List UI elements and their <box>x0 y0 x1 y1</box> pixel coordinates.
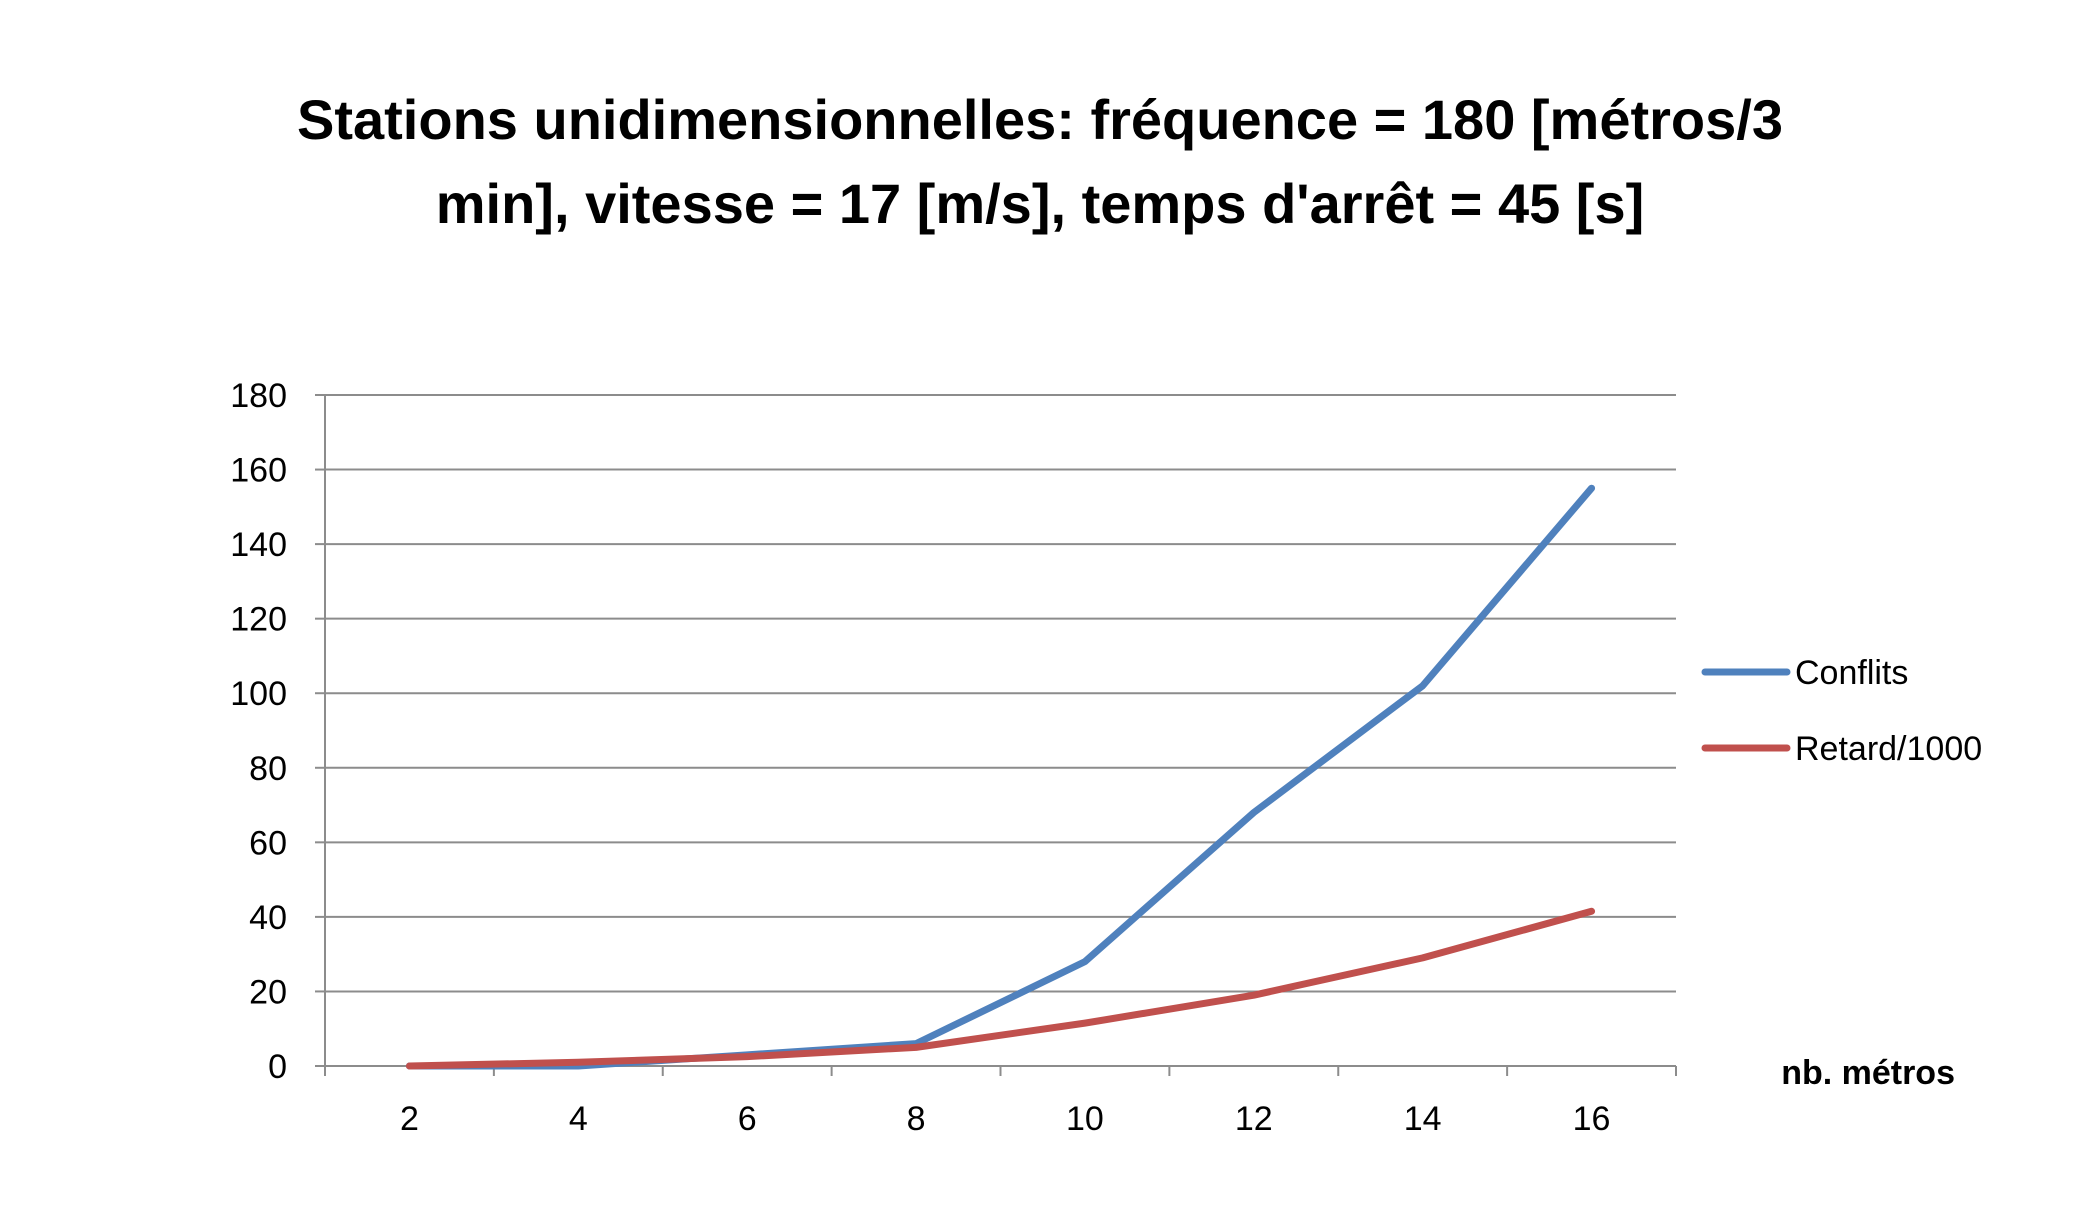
y-tick-label: 20 <box>249 973 287 1011</box>
y-tick-labels: 0 20 40 60 80 100 120 140 160 180 <box>230 377 287 1086</box>
legend-label: Retard/1000 <box>1795 730 1982 768</box>
x-tick-label: 6 <box>738 1100 757 1138</box>
chart-title-line-1: Stations unidimensionnelles: fréquence =… <box>297 88 1783 151</box>
x-tick-label: 2 <box>400 1100 419 1138</box>
legend-label: Conflits <box>1795 654 1908 692</box>
y-tick-label: 180 <box>230 377 287 415</box>
legend: Conflits Retard/1000 <box>1701 654 1982 768</box>
chart-title: Stations unidimensionnelles: fréquence =… <box>140 78 1940 246</box>
x-tick-label: 4 <box>569 1100 588 1138</box>
x-tick-label: 16 <box>1573 1100 1611 1138</box>
y-tick-label: 160 <box>230 452 287 490</box>
series-line-1 <box>405 484 1596 1070</box>
chart-title-line-2: min], vitesse = 17 [m/s], temps d'arrêt … <box>435 172 1645 235</box>
x-tick-label: 14 <box>1404 1100 1442 1138</box>
series-lines <box>405 484 1596 1070</box>
y-tick-label: 40 <box>249 899 287 937</box>
x-tick-label: 8 <box>907 1100 926 1138</box>
y-tick-label: 0 <box>268 1048 287 1086</box>
y-tick-label: 100 <box>230 675 287 713</box>
x-tick-label: 12 <box>1235 1100 1273 1138</box>
series-line-2 <box>405 907 1596 1070</box>
y-tick-label: 80 <box>249 750 287 788</box>
y-tick-label: 140 <box>230 526 287 564</box>
x-axis-label: nb. métros <box>1781 1054 1955 1092</box>
x-tick-label: 10 <box>1066 1100 1104 1138</box>
y-tick-label: 120 <box>230 601 287 639</box>
y-tick-label: 60 <box>249 824 287 862</box>
gridlines <box>325 394 1676 993</box>
x-tick-labels: 2 4 6 8 10 12 14 16 <box>400 1100 1611 1138</box>
axes <box>315 394 1677 1076</box>
